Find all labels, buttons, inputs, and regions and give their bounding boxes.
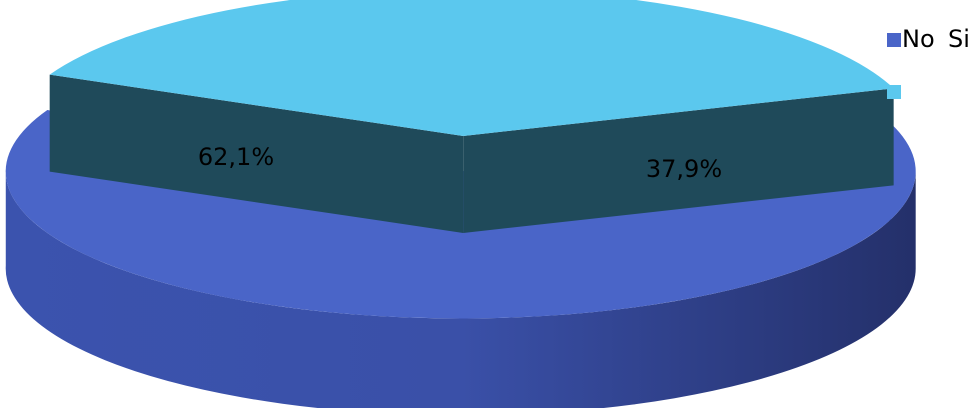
data-label-no: 62,1%: [198, 143, 274, 171]
slice-wall-si-0: [49, 74, 464, 233]
slice-wall-si-1: [463, 88, 894, 233]
slice-side-no: [5, 168, 916, 408]
pie-slice-si: [49, 0, 894, 233]
slice-top-si: [49, 0, 894, 136]
legend-label-no: No: [902, 25, 935, 53]
legend: No Si: [887, 25, 970, 99]
legend-swatch-no: [887, 33, 901, 47]
legend-swatch-si: [887, 85, 901, 99]
data-label-si: 37,9%: [646, 155, 722, 183]
pie-slices: [5, 0, 916, 408]
pie-labels: 62,1% 37,9%: [198, 143, 722, 183]
legend-label-si: Si: [948, 25, 970, 53]
